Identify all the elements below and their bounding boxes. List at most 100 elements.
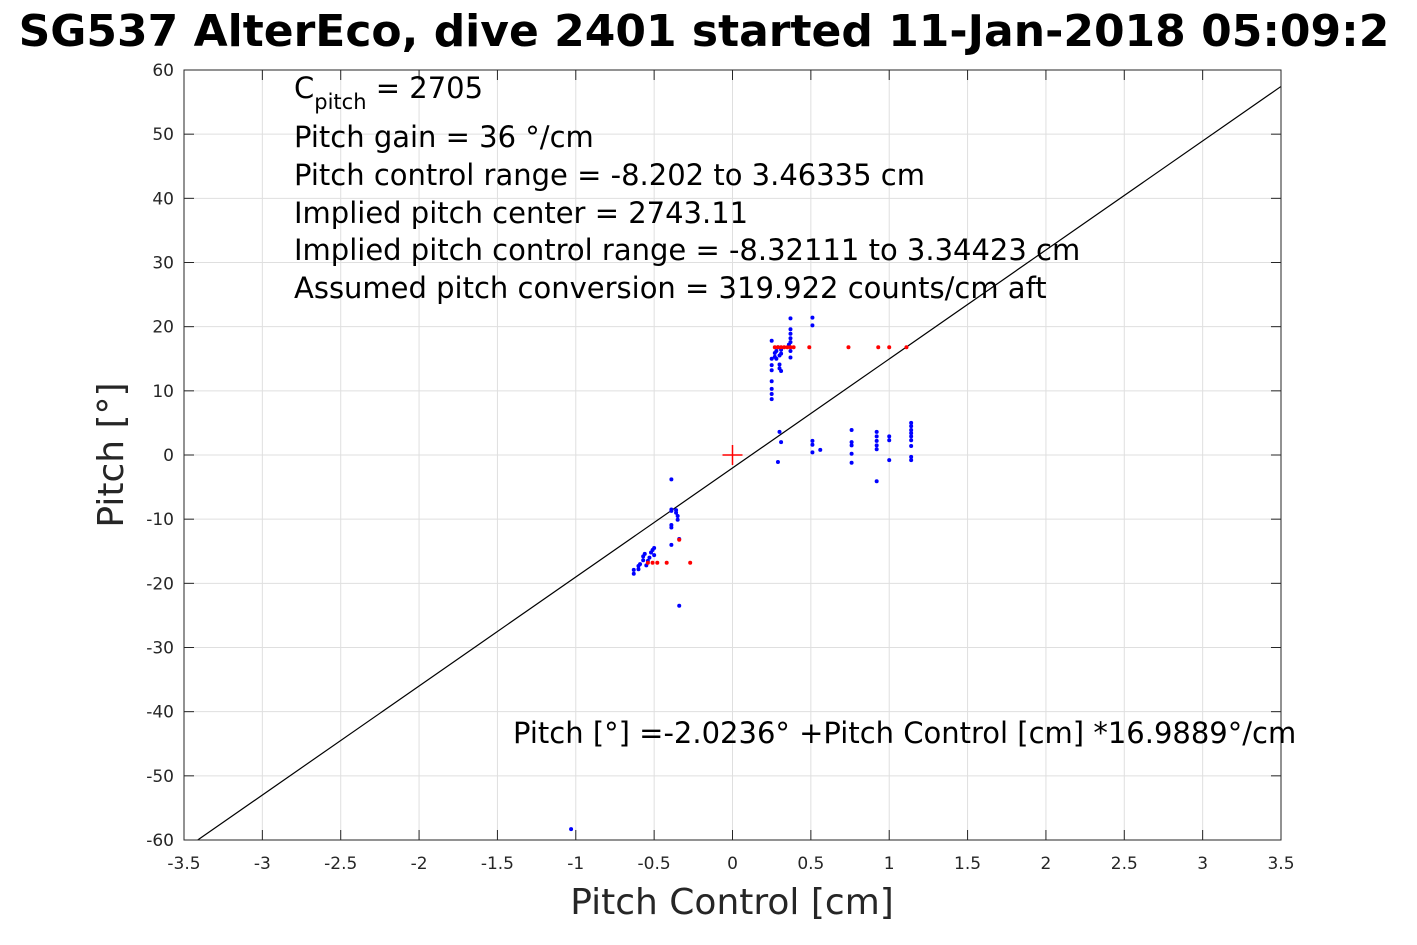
data-point [769, 392, 774, 397]
data-point [647, 555, 652, 560]
data-point [874, 438, 879, 443]
data-point [775, 345, 780, 350]
data-point [849, 443, 854, 448]
data-point [909, 420, 914, 425]
data-point [769, 397, 774, 402]
chart-title: SG537 AlterEco, dive 2401 started 11-Jan… [19, 6, 1390, 57]
data-point [909, 444, 914, 449]
data-point [788, 331, 793, 336]
annotation-implied-pitch-center: Implied pitch center = 2743.11 [294, 196, 748, 230]
y-tick-label: 10 [152, 382, 174, 402]
data-point [909, 434, 914, 439]
data-point [788, 355, 793, 360]
data-point [642, 551, 647, 556]
c-pitch-symbol: C [294, 71, 314, 105]
data-point [669, 525, 674, 530]
x-tick-label: 0.5 [797, 854, 824, 874]
data-point [874, 447, 879, 452]
data-point [887, 438, 892, 443]
x-tick-label: 3.5 [1267, 854, 1294, 874]
data-point [775, 460, 780, 465]
data-point [655, 560, 660, 565]
data-point [874, 434, 879, 439]
data-point [782, 345, 787, 350]
data-point [788, 336, 793, 341]
data-point [909, 438, 914, 443]
x-tick-label: -1.5 [481, 854, 514, 874]
annotation-c-pitch: Cpitch = 2705 [294, 71, 483, 114]
data-point [788, 349, 793, 354]
y-tick-label: -10 [146, 510, 174, 530]
data-point [818, 447, 823, 452]
x-axis-title: Pitch Control [cm] [570, 882, 894, 923]
data-point [569, 827, 574, 832]
data-point [769, 386, 774, 391]
c-pitch-value: = 2705 [367, 71, 484, 105]
x-tick-label: -3 [254, 854, 271, 874]
data-point [688, 560, 693, 565]
data-point [874, 429, 879, 434]
center-marker [722, 445, 743, 465]
data-point [669, 542, 674, 547]
data-point [876, 345, 881, 350]
data-point [909, 458, 914, 463]
data-point [641, 558, 646, 563]
data-point [636, 567, 641, 572]
data-point [779, 368, 784, 373]
data-point [810, 450, 815, 455]
data-point [769, 363, 774, 368]
x-tick-label: 2.5 [1111, 854, 1138, 874]
data-point [810, 323, 815, 328]
data-point [810, 442, 815, 447]
data-point [810, 438, 815, 443]
data-point [664, 560, 669, 565]
y-tick-label: -40 [146, 703, 174, 723]
annotation-fit-equation: Pitch [°] =-2.0236° +Pitch Control [cm] … [513, 716, 1296, 750]
y-tick-label: 60 [152, 61, 174, 81]
data-point [788, 316, 793, 321]
y-tick-label: 0 [163, 446, 174, 466]
data-points [569, 315, 914, 832]
data-point [874, 443, 879, 448]
data-point [772, 345, 777, 350]
data-point [779, 351, 784, 356]
annotation-pitch-gain: Pitch gain = 36 °/cm [294, 120, 594, 154]
data-point [779, 345, 784, 350]
data-point [652, 553, 657, 558]
data-point [846, 345, 851, 350]
x-tick-label: -0.5 [638, 854, 671, 874]
data-point [677, 603, 682, 608]
tick-labels: -3.5 -3 -2.5 -2 -1.5 -1 -0.5 0 0.5 1 1.5 2 2.5 3 3.5 -6… [146, 61, 1294, 874]
x-tick-label: 1.5 [954, 854, 981, 874]
data-point [849, 440, 854, 445]
data-point [887, 458, 892, 463]
data-point [638, 562, 643, 567]
data-point [652, 546, 657, 551]
data-point [631, 571, 636, 576]
data-point [849, 427, 854, 432]
data-point [631, 567, 636, 572]
y-tick-label: -20 [146, 574, 174, 594]
y-tick-label: 30 [152, 254, 174, 274]
annotation-assumed-pitch-conversion: Assumed pitch conversion = 319.922 count… [294, 271, 1047, 305]
data-point [909, 431, 914, 436]
tick-marks [183, 69, 1282, 841]
data-point [909, 424, 914, 429]
y-tick-label: 40 [152, 189, 174, 209]
data-point [807, 345, 812, 350]
data-point [791, 345, 796, 350]
data-point [769, 338, 774, 343]
data-point [849, 451, 854, 456]
data-point [779, 440, 784, 445]
data-point [909, 454, 914, 459]
annotation-implied-pitch-control-range: Implied pitch control range = -8.32111 t… [294, 233, 1080, 267]
fit-line [197, 85, 1282, 841]
x-tick-label: -1 [567, 854, 584, 874]
data-point [904, 345, 909, 350]
data-point [669, 477, 674, 482]
x-tick-label: 0 [727, 854, 738, 874]
y-tick-label: 20 [152, 318, 174, 338]
data-point [849, 460, 854, 465]
x-tick-label: 1 [884, 854, 895, 874]
